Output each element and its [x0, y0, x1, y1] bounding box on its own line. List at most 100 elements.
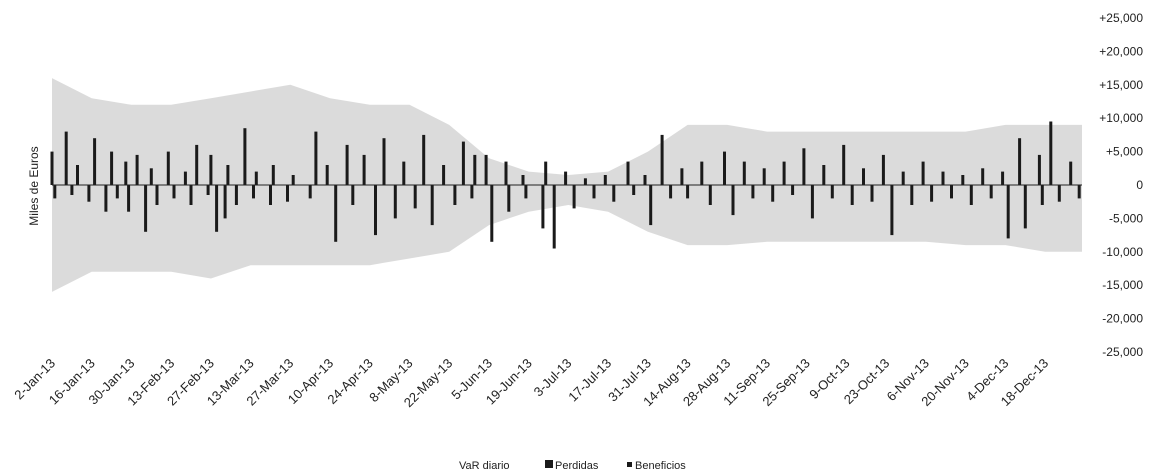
beneficios-bar — [921, 161, 925, 185]
y-axis-title: Miles de Euros — [27, 146, 41, 225]
beneficios-bar — [700, 161, 704, 185]
y-tick-label: -20,000 — [1102, 312, 1143, 326]
beneficios-bar — [782, 161, 786, 185]
perdidas-bar — [669, 185, 673, 199]
perdidas-bar — [830, 185, 834, 199]
beneficios-bar — [149, 168, 153, 185]
beneficios-bar — [742, 161, 746, 185]
legend: VaR diario Perdidas Beneficios — [459, 460, 686, 472]
beneficios-bar — [325, 165, 329, 185]
legend-swatch-perdidas — [545, 460, 553, 468]
perdidas-bar — [53, 185, 57, 199]
perdidas-bar — [215, 185, 219, 232]
beneficios-bar — [961, 175, 965, 185]
perdidas-bar — [430, 185, 434, 226]
perdidas-bar — [393, 185, 397, 219]
beneficios-bar — [291, 175, 295, 185]
beneficios-bar — [166, 151, 170, 185]
perdidas-bar — [791, 185, 795, 195]
perdidas-bar — [890, 185, 894, 236]
perdidas-bar — [1057, 185, 1061, 202]
beneficios-bar — [1049, 121, 1053, 185]
y-tick-label: +5,000 — [1106, 145, 1143, 159]
beneficios-bar — [314, 131, 318, 185]
beneficios-bar — [822, 165, 826, 185]
beneficios-bar — [1018, 138, 1022, 185]
beneficios-bar — [50, 151, 54, 185]
beneficios-bar — [254, 171, 258, 185]
perdidas-bar — [541, 185, 545, 229]
beneficios-bar — [461, 141, 465, 185]
y-tick-label: +20,000 — [1099, 44, 1143, 58]
y-tick-label: -15,000 — [1102, 278, 1143, 292]
perdidas-bar — [989, 185, 993, 199]
perdidas-bar — [470, 185, 474, 199]
beneficios-bar — [124, 161, 128, 185]
perdidas-bar — [572, 185, 576, 209]
perdidas-bar — [269, 185, 272, 205]
perdidas-bar — [1006, 185, 1010, 239]
bar-layer — [50, 121, 1081, 249]
beneficios-bar — [209, 154, 213, 185]
beneficios-bar — [345, 144, 349, 185]
perdidas-bar — [708, 185, 712, 205]
perdidas-bar — [649, 185, 653, 226]
perdidas-bar — [969, 185, 973, 205]
perdidas-bar — [910, 185, 914, 205]
perdidas-bar — [155, 185, 159, 205]
beneficios-bar — [422, 134, 426, 185]
perdidas-bar — [731, 185, 735, 216]
beneficios-bar — [521, 175, 525, 185]
beneficios-bar — [442, 165, 446, 185]
beneficios-bar — [941, 171, 945, 185]
legend-label-beneficios: Beneficios — [635, 460, 686, 472]
beneficios-bar — [195, 144, 199, 185]
perdidas-bar — [87, 185, 91, 202]
legend-label-var: VaR diario — [459, 460, 510, 472]
beneficios-bar — [473, 154, 477, 185]
perdidas-bar — [252, 185, 255, 199]
beneficios-bar — [271, 165, 275, 185]
y-tick-label: 0 — [1136, 178, 1143, 192]
perdidas-bar — [172, 185, 176, 199]
y-tick-label: +10,000 — [1099, 111, 1143, 125]
beneficios-bar — [583, 178, 587, 185]
perdidas-bar — [413, 185, 417, 209]
perdidas-bar — [771, 185, 775, 202]
perdidas-bar — [334, 185, 338, 242]
beneficios-bar — [504, 161, 508, 185]
perdidas-bar — [144, 185, 148, 232]
perdidas-bar — [552, 185, 556, 249]
perdidas-bar — [286, 185, 289, 202]
perdidas-bar — [453, 185, 457, 205]
perdidas-bar — [930, 185, 934, 202]
perdidas-bar — [206, 185, 210, 195]
beneficios-bar — [183, 171, 187, 185]
perdidas-bar — [686, 185, 690, 199]
beneficios-bar — [76, 165, 79, 185]
beneficios-bar — [382, 138, 386, 185]
beneficios-bar — [362, 154, 366, 185]
beneficios-bar — [243, 128, 247, 185]
x-tick-labels: 2-Jan-1316-Jan-1330-Jan-1313-Feb-1327-Fe… — [11, 356, 1051, 411]
perdidas-bar — [751, 185, 755, 199]
beneficios-bar — [1037, 154, 1041, 185]
beneficios-bar — [762, 168, 766, 185]
beneficios-bar — [603, 175, 607, 185]
beneficios-bar — [723, 151, 726, 185]
perdidas-bar — [850, 185, 854, 205]
perdidas-bar — [1040, 185, 1044, 205]
beneficios-bar — [110, 151, 114, 185]
beneficios-bar — [564, 171, 568, 185]
beneficios-bar — [862, 168, 865, 185]
y-tick-labels: +25,000 +20,000 +15,000 +10,000 +5,000 0 -5,00… — [1099, 11, 1143, 359]
beneficios-bar — [93, 138, 97, 185]
beneficios-bar — [402, 161, 406, 185]
perdidas-bar — [189, 185, 193, 205]
perdidas-bar — [1077, 185, 1081, 199]
perdidas-bar — [308, 185, 312, 199]
perdidas-bar — [524, 185, 528, 199]
beneficios-bar — [643, 175, 647, 185]
perdidas-bar — [950, 185, 953, 199]
